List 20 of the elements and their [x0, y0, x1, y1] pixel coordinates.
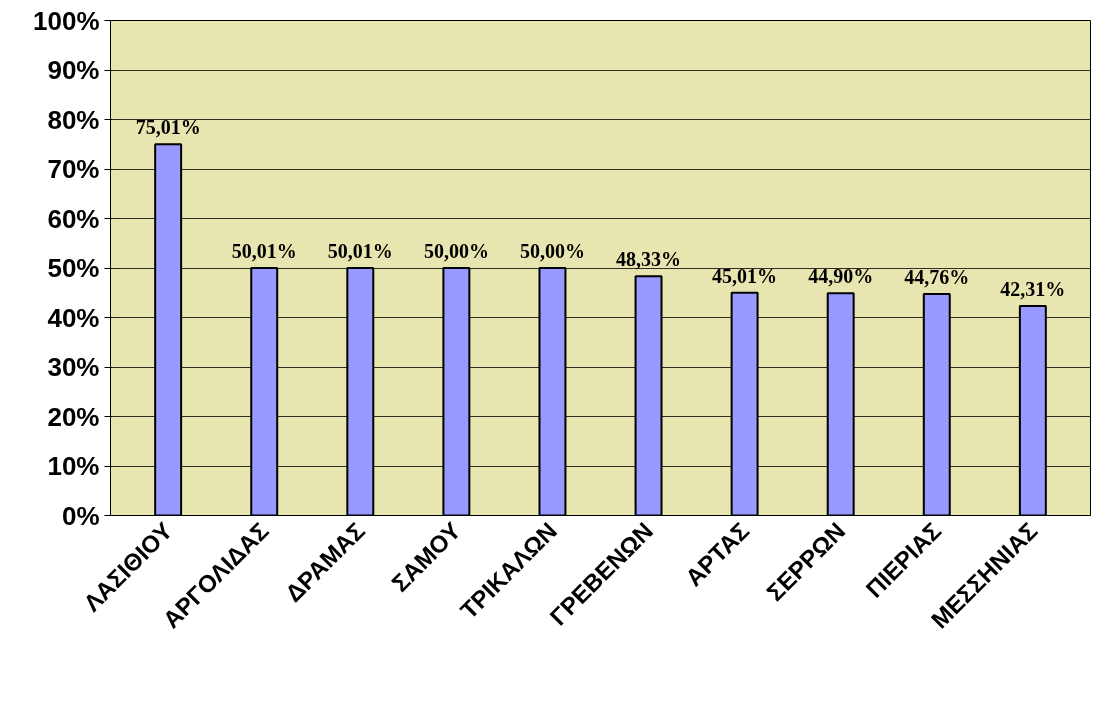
data-label: 42,31%	[1000, 278, 1066, 301]
y-tick-label: 50%	[47, 253, 100, 283]
data-label: 50,01%	[231, 239, 297, 262]
y-tick-label: 30%	[47, 352, 100, 382]
y-tick-label: 70%	[47, 154, 100, 184]
y-tick-label: 40%	[47, 302, 100, 333]
data-label: 44,76%	[904, 265, 970, 288]
y-tick-label: 10%	[47, 451, 100, 481]
data-label: 50,00%	[423, 240, 489, 262]
data-label: 50,01%	[327, 239, 393, 262]
y-tick-label: 90%	[47, 55, 100, 85]
data-label: 44,90%	[808, 265, 874, 288]
y-tick-label: 60%	[47, 203, 100, 234]
data-label: 45,01%	[712, 264, 778, 287]
y-tick-label: 80%	[47, 104, 100, 135]
data-label: 75,01%	[135, 116, 201, 139]
y-tick-label: 100%	[33, 5, 100, 36]
data-label: 50,00%	[519, 240, 585, 262]
y-tick-label: 20%	[47, 401, 100, 432]
data-label: 48,33%	[616, 248, 682, 271]
